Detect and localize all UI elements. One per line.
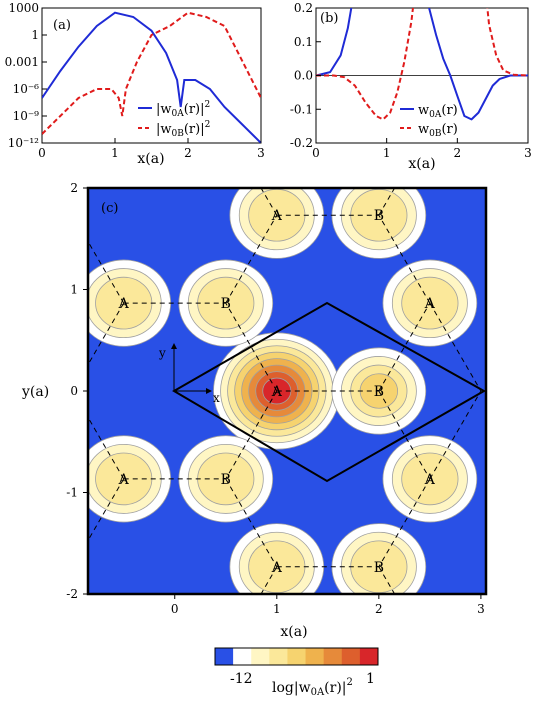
panel-c-ytick-label: -2 xyxy=(66,587,78,601)
colorbar-title: log|w0A(r)|2 xyxy=(272,677,353,698)
panel-a-series-1 xyxy=(42,11,261,135)
local-y-label: y xyxy=(158,346,166,360)
colorbar-min-label: -12 xyxy=(230,671,253,687)
panel-a-series-0 xyxy=(42,11,261,143)
panel-c-ylabel: y(a) xyxy=(21,384,49,400)
panel-c-xtick-label: 2 xyxy=(375,602,383,616)
panel-b-ytick-label: -0.1 xyxy=(290,102,313,116)
colorbar-cell xyxy=(341,648,361,665)
site-label-b: B xyxy=(374,384,384,400)
site-label-a: A xyxy=(271,384,283,400)
panel-b-ytick-label: 0.0 xyxy=(294,69,313,83)
colorbar-cell xyxy=(287,648,307,665)
panel-a-xtick-label: 0 xyxy=(38,146,46,160)
panel-a-legend: |w0A(r)|2 |w0B(r)|2 xyxy=(138,100,210,139)
site-label-b: B xyxy=(221,296,231,312)
legend-b-entry-0: w0A(r) xyxy=(418,103,458,120)
panel-c-xlabel: x(a) xyxy=(280,624,307,640)
panel-b: 0 1 2 3 0.2 0.1 0.0 -0.1 -0.2 (b) x(a) w0A(r) w0… xyxy=(290,1,532,172)
panel-c-ytick-label: -1 xyxy=(66,486,78,500)
colorbar-cell xyxy=(359,648,379,665)
panel-a-ytick-label: 10⁻⁹ xyxy=(13,109,40,123)
panel-c-xtick-label: 3 xyxy=(477,602,485,616)
panel-c-ytick-label: 2 xyxy=(70,181,78,195)
legend-a-entry-0: |w0A(r)|2 xyxy=(156,100,210,119)
colorbar-cells xyxy=(215,648,379,665)
unit-cell xyxy=(172,301,487,483)
panel-b-ytick-label: 0.1 xyxy=(294,35,313,49)
local-y-arrow-icon xyxy=(171,343,177,349)
colorbar-cell xyxy=(215,648,234,665)
site-label-a: A xyxy=(424,472,436,488)
lattice-bond xyxy=(225,478,278,568)
panel-b-ticks: 0 1 2 3 0.2 0.1 0.0 -0.1 -0.2 xyxy=(290,1,532,160)
site-label-b: B xyxy=(374,560,384,576)
panel-c-xtick-label: 0 xyxy=(171,602,179,616)
panel-b-ytick-label: -0.2 xyxy=(290,136,313,150)
panel-c: x y A B A B A A B A A B A B 0 1 2 3 2 1 0 -1 -2 (c) x(a) y(… xyxy=(21,181,488,640)
site-label-a: A xyxy=(424,296,436,312)
legend-b-entry-1: w0B(r) xyxy=(418,122,458,139)
lattice-bond xyxy=(378,478,431,568)
panel-b-xtick-label: 2 xyxy=(454,146,462,160)
panel-b-legend: w0A(r) w0B(r) xyxy=(400,103,458,139)
panel-c-ytick-label: 0 xyxy=(70,384,78,398)
site-label-a: A xyxy=(271,560,283,576)
local-x-label: x xyxy=(213,391,220,405)
colorbar-cell xyxy=(305,648,325,665)
panel-a-label: (a) xyxy=(53,18,71,33)
panel-a-ytick-label: 10⁻¹² xyxy=(8,136,39,150)
lattice-bond xyxy=(225,214,278,304)
lattice-bond xyxy=(429,302,482,392)
panel-a-frame xyxy=(41,7,262,144)
panel-c-lattice xyxy=(88,188,482,594)
colorbar: -12 log|w0A(r)|2 1 xyxy=(214,647,379,698)
lattice-bond xyxy=(225,390,278,480)
panel-b-xtick-label: 1 xyxy=(383,146,391,160)
lattice-bond xyxy=(225,302,278,392)
panel-b-xtick-label: 0 xyxy=(312,146,320,160)
site-label-b: B xyxy=(221,472,231,488)
panel-a-ytick-label: 1 xyxy=(31,28,39,42)
local-axes: x y xyxy=(158,343,220,405)
panel-a-ytick-label: 1000 xyxy=(8,1,39,15)
panel-b-xtick-label: 3 xyxy=(524,146,532,160)
panel-c-sites: A B A B A A B A A B A B xyxy=(118,208,436,576)
legend-a-entry-1: |w0B(r)|2 xyxy=(156,120,210,139)
panel-b-series xyxy=(316,8,528,121)
panel-c-ytick-label: 1 xyxy=(70,283,78,297)
local-x-arrow-icon xyxy=(206,388,212,394)
panel-c-ticks: 0 1 2 3 2 1 0 -1 -2 xyxy=(66,181,484,616)
lattice-bond xyxy=(429,390,482,480)
panel-b-series-0 xyxy=(316,8,528,121)
colorbar-cell xyxy=(269,648,288,665)
panel-a-xtick-label: 2 xyxy=(184,146,192,160)
panel-a-xtick-label: 1 xyxy=(111,146,119,160)
panel-a-xtick-label: 3 xyxy=(257,146,265,160)
site-label-b: B xyxy=(374,208,384,224)
colorbar-cell xyxy=(233,648,252,665)
panel-a-ytick-label: 10⁻⁶ xyxy=(13,82,40,96)
panel-b-xlabel: x(a) xyxy=(408,156,435,172)
lattice-bond xyxy=(378,390,431,480)
site-label-a: A xyxy=(118,472,130,488)
panel-a-ticks: 0 1 2 3 1000 1 0.001 10⁻⁶ 10⁻⁹ 10⁻¹² xyxy=(5,1,265,160)
site-label-a: A xyxy=(118,296,130,312)
site-label-a: A xyxy=(271,208,283,224)
colorbar-frame xyxy=(214,647,379,666)
colorbar-max-label: 1 xyxy=(366,671,375,687)
lattice-bond xyxy=(378,214,431,304)
panel-a: 0 1 2 3 1000 1 0.001 10⁻⁶ 10⁻⁹ 10⁻¹² (a) x(a) |w0… xyxy=(5,1,265,167)
panel-c-label: (c) xyxy=(101,201,118,216)
panel-a-xlabel: x(a) xyxy=(137,151,164,167)
panel-c-xtick-label: 1 xyxy=(273,602,281,616)
colorbar-cell xyxy=(251,648,270,665)
panel-a-ytick-label: 0.001 xyxy=(5,55,39,69)
panel-a-series xyxy=(42,11,261,143)
lattice-bond xyxy=(378,302,431,392)
panel-b-label: (b) xyxy=(320,11,338,26)
colorbar-cell xyxy=(323,648,343,665)
panel-b-ytick-label: 0.2 xyxy=(294,1,313,15)
